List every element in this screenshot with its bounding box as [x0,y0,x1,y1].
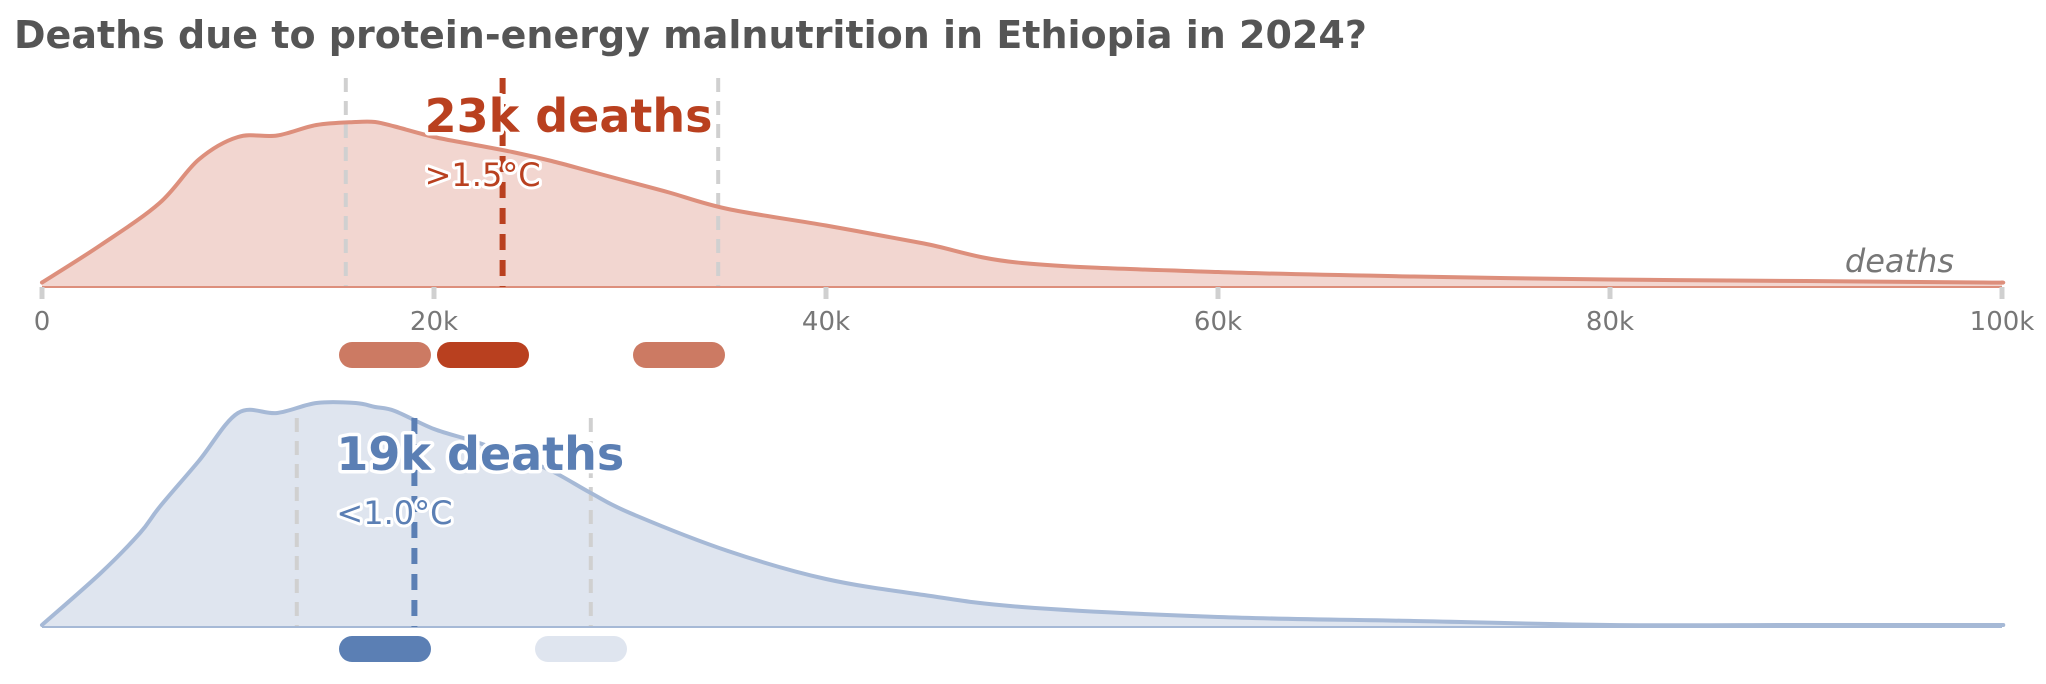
x-tick-label: 0 [34,307,51,337]
x-tick-label: 60k [1194,307,1242,337]
range-pill [633,342,725,368]
x-tick-label: 40k [802,307,850,337]
axis-unit-label: deaths [1845,242,1954,280]
density-area [42,121,2004,287]
panel-high-warming: 23k deaths >1.5°C deaths 0 20k 40k 60k 80k 100k [34,78,2035,368]
panel-low-warming: 19k deaths <1.0°C [40,400,2006,662]
x-tick-label: 100k [1970,307,2035,337]
chart-title: Deaths due to protein-energy malnutritio… [14,13,1367,57]
range-pill [535,636,627,662]
density-curve [40,119,2006,285]
value-label: 23k deaths [425,89,713,143]
density-area [42,402,2004,627]
scenario-label: <1.0°C [336,494,452,532]
density-curve [40,400,2006,628]
x-tick-label: 80k [1586,307,1634,337]
range-pill [437,342,529,368]
range-pill [339,342,431,368]
value-label: 19k deaths [336,427,624,481]
x-tick-label: 20k [410,307,458,337]
range-pill [339,636,431,662]
scenario-label: >1.5°C [425,156,541,194]
